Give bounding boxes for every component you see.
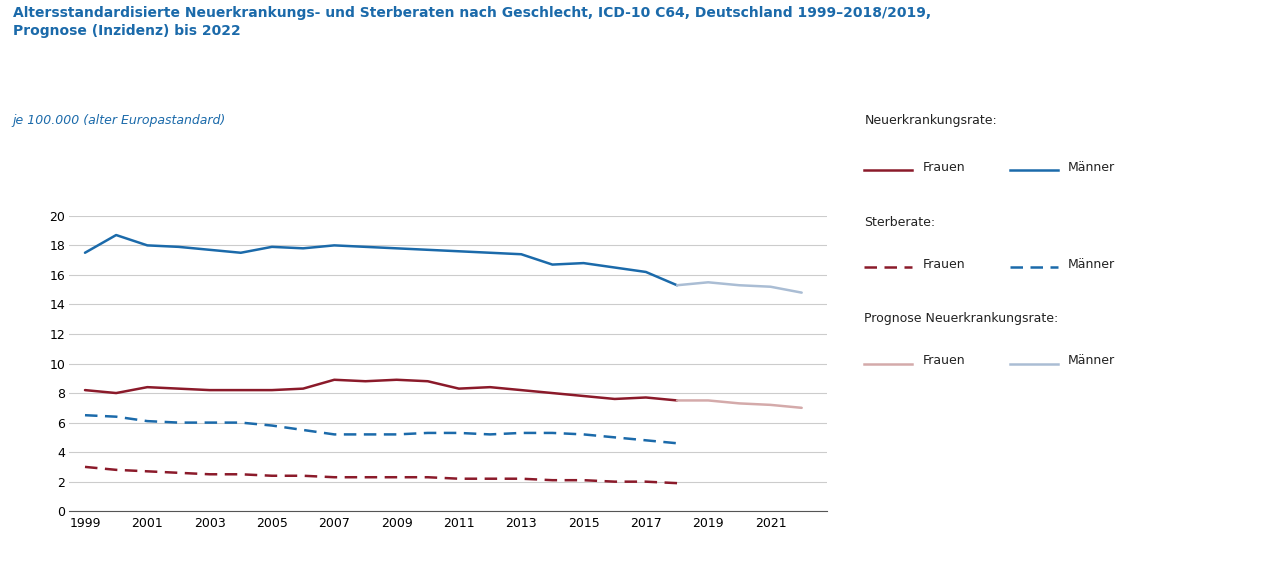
Text: je 100.000 (alter Europastandard): je 100.000 (alter Europastandard) [13,114,226,127]
Text: Frauen: Frauen [923,354,965,367]
Text: Neuerkrankungsrate:: Neuerkrankungsrate: [864,114,997,127]
Text: Frauen: Frauen [923,258,965,270]
Text: Sterberate:: Sterberate: [864,216,935,229]
Text: Männer: Männer [1068,161,1114,174]
Text: Altersstandardisierte Neuerkrankungs- und Sterberaten nach Geschlecht, ICD-10 C6: Altersstandardisierte Neuerkrankungs- un… [13,6,931,38]
Text: Männer: Männer [1068,258,1114,270]
Text: Prognose Neuerkrankungsrate:: Prognose Neuerkrankungsrate: [864,312,1059,325]
Text: Frauen: Frauen [923,161,965,174]
Text: Männer: Männer [1068,354,1114,367]
